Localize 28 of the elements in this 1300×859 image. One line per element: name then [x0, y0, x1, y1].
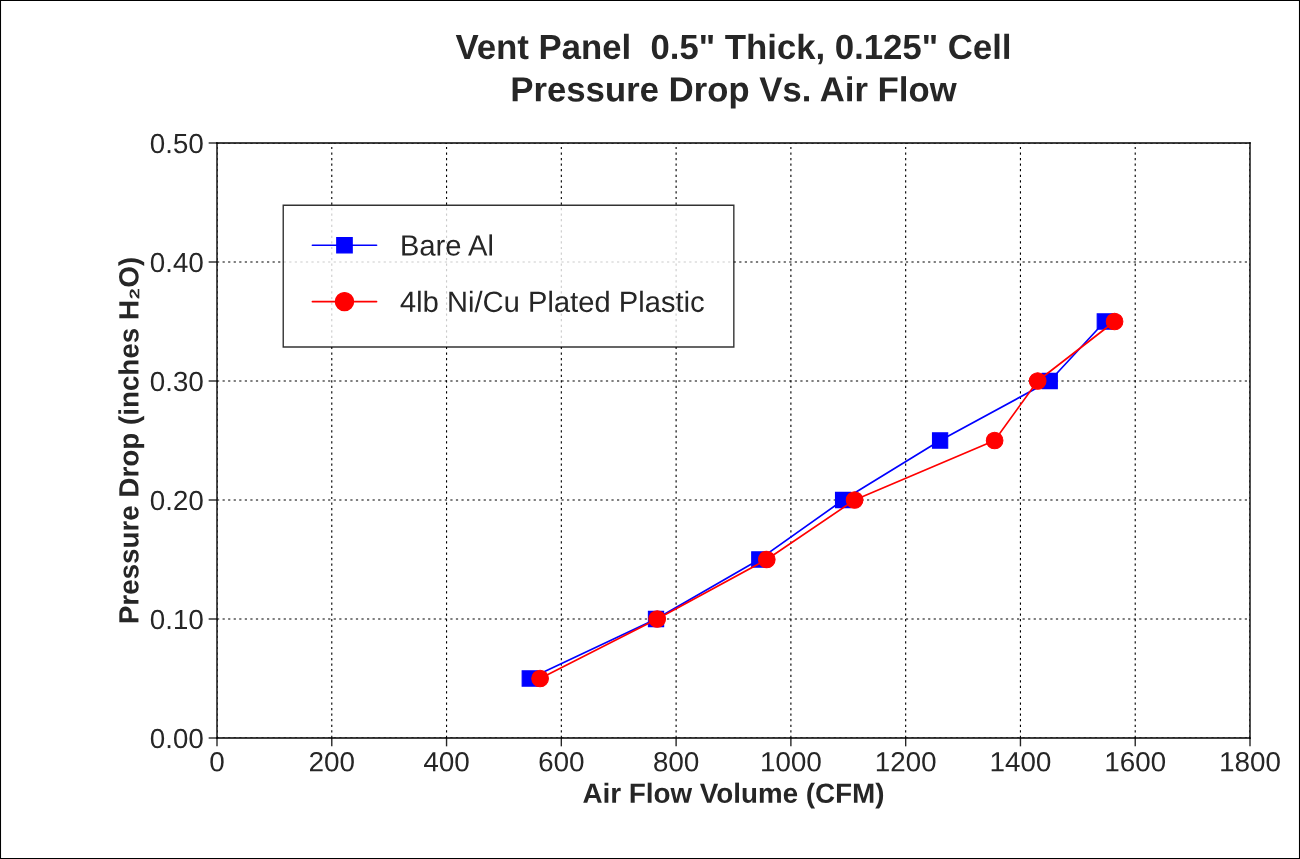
chart-title: Vent Panel 0.5" Thick, 0.125" Cell Pressure Drop Vs. Air Flow	[455, 33, 1010, 109]
x-tick-label: 400	[424, 751, 469, 772]
x-tick-label: 0	[210, 751, 224, 772]
y-tick-label: 0.30	[150, 371, 203, 392]
point	[845, 491, 864, 509]
legend-label: 4lb Ni/Cu Plated Plastic	[400, 290, 704, 313]
point	[931, 432, 949, 449]
point	[1105, 312, 1124, 331]
point	[757, 550, 776, 569]
x-axis-title: Air Flow Volume (CFM)	[583, 782, 884, 809]
y-tick-label: 0.50	[150, 133, 203, 154]
point	[531, 669, 549, 688]
x-tick-label: 1800	[1221, 751, 1280, 772]
x-tick-label: 800	[654, 751, 699, 772]
x-tick-label: 1400	[991, 751, 1051, 772]
point	[985, 431, 1004, 450]
y-tick-label: 0.20	[150, 490, 203, 511]
x-tick-label: 1600	[1106, 751, 1166, 772]
legend-label: Bare Al	[402, 234, 492, 256]
y-axis-title: Pressure Drop (inches H₂O)	[118, 258, 145, 623]
y-tick-label: 0.10	[150, 609, 203, 630]
x-tick-label: 600	[539, 751, 584, 772]
x-tick-label: 200	[310, 751, 354, 772]
y-tick-label: 0.40	[150, 252, 203, 273]
y-tick-label: 0.00	[150, 728, 203, 749]
point	[1028, 372, 1047, 390]
x-tick-label: 1000	[762, 751, 821, 772]
x-tick-label: 1200	[876, 751, 936, 772]
